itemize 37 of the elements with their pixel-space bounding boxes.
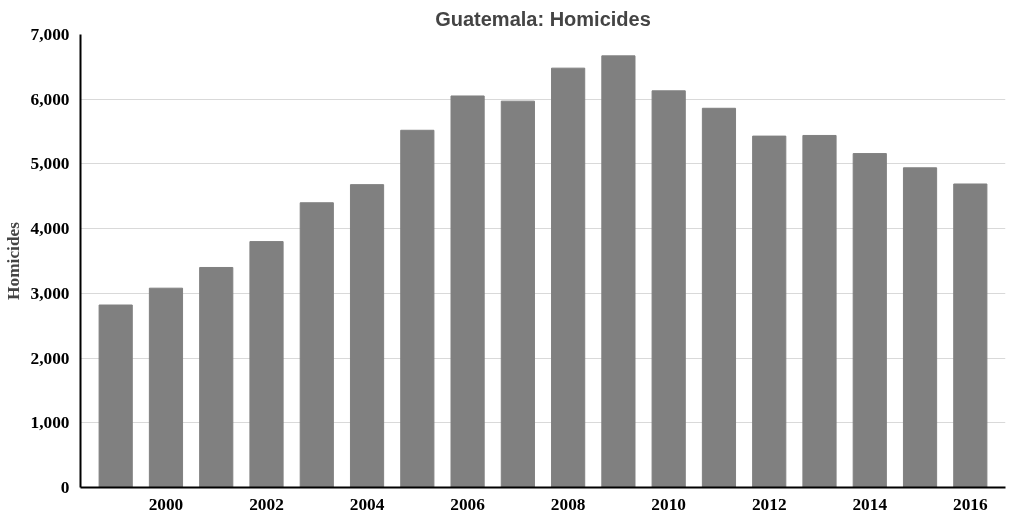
x-tick-label: 2002 [249, 494, 284, 514]
y-tick-label: 5,000 [30, 154, 70, 174]
bar [148, 287, 184, 488]
bar [349, 184, 385, 488]
bar [852, 153, 887, 488]
bar [601, 55, 636, 488]
bar [98, 304, 133, 488]
y-tick-label: 2,000 [30, 348, 70, 368]
x-tick-label: 2000 [148, 494, 184, 514]
y-tick-label: 6,000 [30, 89, 70, 109]
y-tick-label: 7,000 [30, 25, 70, 44]
y-tick-label: 0 [60, 478, 70, 497]
bar [249, 241, 284, 488]
bar [902, 167, 938, 488]
x-tick-label: 2006 [450, 494, 486, 514]
bar [450, 95, 485, 488]
chart-title: Guatemala: Homicides [435, 7, 651, 30]
bar [752, 135, 787, 488]
bar [500, 100, 535, 488]
x-tick-label: 2014 [852, 494, 888, 514]
x-tick-label: 2010 [651, 494, 687, 514]
y-tick-label: 3,000 [30, 283, 70, 303]
x-tick-label: 2008 [550, 494, 586, 514]
x-tick-label: 2012 [751, 494, 787, 514]
bar [953, 183, 988, 488]
x-tick-label: 2016 [952, 494, 988, 514]
bar [299, 202, 334, 488]
bar [551, 67, 586, 488]
bar [701, 107, 737, 488]
bar [400, 129, 435, 488]
bar [199, 266, 234, 488]
y-tick-label: 1,000 [30, 413, 70, 433]
x-tick-label: 2004 [349, 494, 385, 514]
y-tick-label: 4,000 [30, 219, 70, 239]
bar [802, 134, 837, 488]
y-axis-title: Homicides [3, 221, 23, 300]
bar [651, 90, 686, 488]
